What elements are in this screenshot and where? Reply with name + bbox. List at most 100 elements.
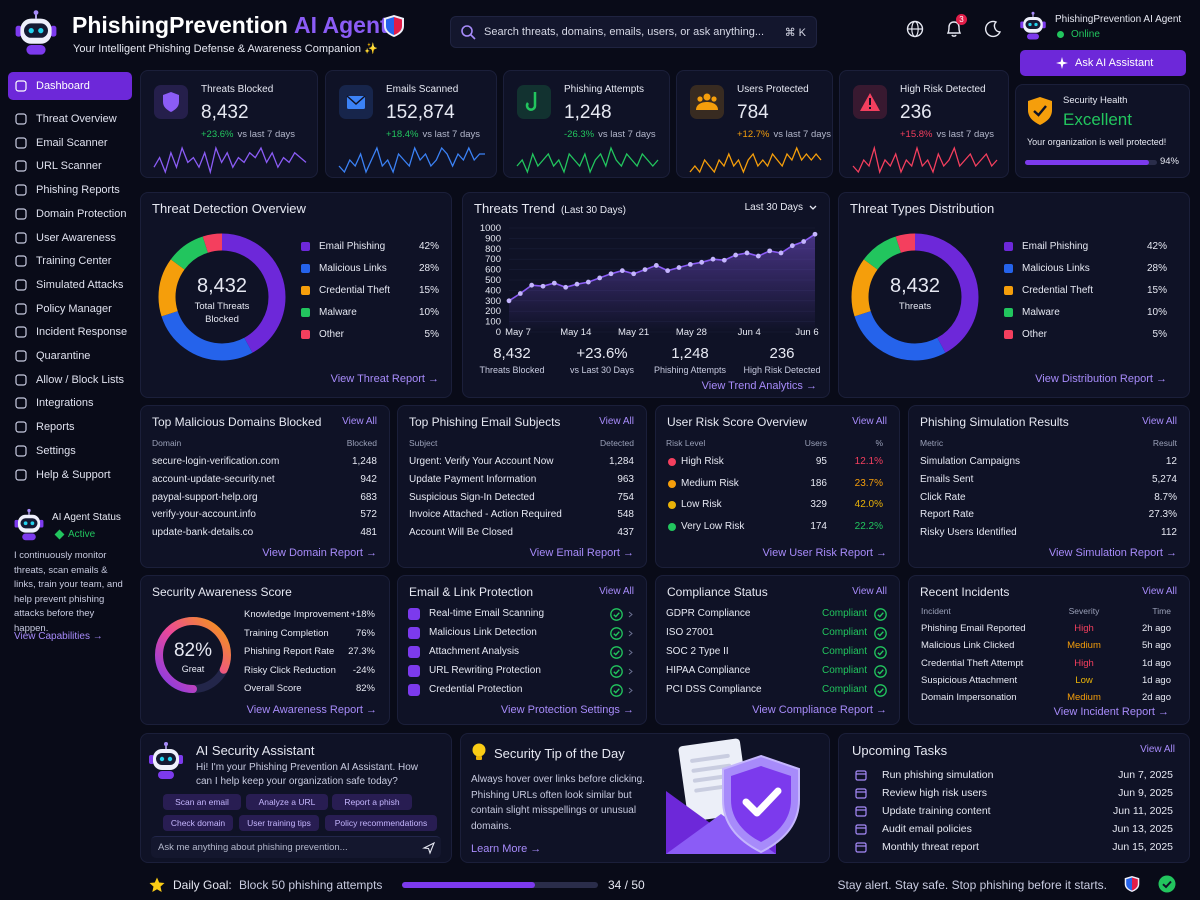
view-all[interactable]: View All (1142, 586, 1177, 597)
panel-link[interactable]: View Incident Report → (1053, 706, 1169, 718)
row-name: Account Will Be Closed (409, 527, 513, 539)
task-date: Jun 7, 2025 (1118, 769, 1173, 781)
nav-item[interactable]: Incident Response (8, 322, 132, 342)
stat-change: +23.6% vs last 7 days (201, 129, 295, 140)
badge-blue (386, 17, 394, 35)
trend-area (509, 234, 815, 332)
paper-line (691, 763, 732, 773)
quick-chip[interactable]: User training tips (239, 815, 319, 831)
quick-chip[interactable]: Analyze a URL (246, 794, 328, 810)
tasks-panel: Upcoming Tasks View All Run phishing simul… (838, 733, 1190, 863)
quick-chip[interactable]: Scan an email (163, 794, 241, 810)
warning-dot (869, 107, 871, 109)
quick-chip[interactable]: Policy recommendations (325, 815, 437, 831)
stat-label: Emails Scanned (386, 84, 459, 95)
view-all[interactable]: View All (599, 586, 634, 597)
legend-name: Email Phishing (1022, 241, 1089, 252)
standard-name: SOC 2 Type II (666, 646, 729, 657)
notification-badge: 3 (956, 14, 967, 25)
goal-track (402, 882, 598, 888)
trend-point (812, 231, 818, 237)
view-all[interactable]: View All (852, 586, 887, 597)
assistant-panel: AI Security Assistant Hi! I'm your Phishi… (140, 733, 452, 863)
view-all[interactable]: View All (342, 416, 377, 427)
eye (28, 27, 34, 34)
panel-link[interactable]: View Domain Report → (262, 547, 377, 559)
ask-ai-button[interactable]: Ask AI Assistant (1020, 50, 1186, 76)
panel-link[interactable]: View Threat Report → (330, 373, 439, 385)
feature-name: Credential Protection (429, 684, 523, 695)
quick-chip[interactable]: Report a phish (332, 794, 412, 810)
panel-link[interactable]: View User Risk Report → (762, 547, 888, 559)
hook-glyph (525, 92, 537, 111)
nav-item[interactable]: Help & Support (8, 465, 132, 485)
panel-link[interactable]: View Trend Analytics → (701, 380, 817, 392)
nav-item[interactable]: Quarantine (8, 346, 132, 366)
legend-swatch (301, 242, 310, 251)
nav-item[interactable]: Reports (8, 417, 132, 437)
nav-item[interactable]: Integrations (8, 393, 132, 413)
panel-link[interactable]: View Protection Settings → (500, 704, 634, 716)
nav-label: Quarantine (36, 350, 91, 362)
panel-link[interactable]: View Simulation Report → (1048, 547, 1177, 559)
sparkline (338, 146, 485, 174)
nav-glyph (15, 255, 27, 267)
assistant-input[interactable]: Ask me anything about phishing preventio… (151, 836, 441, 858)
task-date: Jun 9, 2025 (1118, 787, 1173, 799)
nav-item[interactable]: Simulated Attacks (8, 275, 132, 295)
nav-item[interactable]: User Awareness (8, 228, 132, 248)
row-value: 683 (360, 491, 377, 503)
y-tick-label: 600 (485, 265, 501, 276)
panel-link[interactable]: Learn More → (471, 843, 542, 855)
view-all[interactable]: View All (852, 416, 887, 427)
nav-item[interactable]: Email Scanner (8, 133, 132, 153)
trend-point (631, 271, 637, 277)
nav-glyph (15, 302, 27, 315)
view-all[interactable]: View All (1142, 416, 1177, 427)
legend-name: Malicious Links (1022, 263, 1090, 274)
compliance-state: Compliant (821, 608, 867, 619)
panel-link[interactable]: View Email Report → (529, 547, 634, 559)
nav-item[interactable]: Domain Protection (8, 204, 132, 224)
nav-item[interactable]: Dashboard (8, 72, 132, 100)
agent-status-link[interactable]: View Capabilities → (14, 631, 103, 642)
trend-point (642, 267, 648, 272)
nav-item[interactable]: Training Center (8, 251, 132, 271)
range-select[interactable]: Last 30 Days (744, 202, 803, 213)
nav-item[interactable]: Policy Manager (8, 299, 132, 319)
robot-avatar (15, 10, 57, 55)
risk-dot (668, 501, 676, 509)
panel-link[interactable]: View Compliance Report → (752, 704, 887, 716)
nav-item[interactable]: Allow / Block Lists (8, 370, 132, 390)
nav-label: Threat Overview (36, 113, 117, 125)
row-name: Report Rate (920, 509, 974, 521)
trend-point (710, 256, 716, 262)
body (26, 45, 46, 55)
nav-icon (15, 279, 27, 291)
calendar (855, 806, 867, 817)
panel-link[interactable]: View Awareness Report → (246, 704, 377, 716)
panel-link[interactable]: View Distribution Report → (1035, 373, 1167, 385)
nav-glyph (15, 445, 27, 457)
nav-item[interactable]: URL Scanner (8, 156, 132, 176)
nav-item[interactable]: Threat Overview (8, 109, 132, 129)
x-tick-label: Jun 6 (795, 327, 818, 338)
incident-time: 2d ago (1141, 692, 1171, 704)
metric-name: Overall Score (244, 683, 302, 694)
nav-label: Simulated Attacks (36, 278, 124, 291)
agent-status-text: I continuously monitor threats, scan ema… (14, 550, 123, 634)
chip-label: Report a phish (344, 797, 400, 807)
x-tick-label: May 21 (618, 327, 649, 338)
view-all[interactable]: View All (599, 416, 634, 427)
quick-chip[interactable]: Check domain (163, 815, 233, 831)
protection-panel: Email & Link Protection View All Real-time… (397, 575, 647, 725)
stat-icon-box (853, 85, 887, 119)
person-glyph (703, 93, 711, 101)
bell-icon (946, 21, 962, 37)
nav-item[interactable]: Settings (8, 441, 132, 461)
row-value: 1,248 (351, 456, 377, 467)
search-box[interactable]: Search threats, domains, emails, users, … (450, 16, 817, 48)
view-all[interactable]: View All (1140, 744, 1175, 755)
summary-label: Threats Blocked (479, 365, 545, 375)
nav-item[interactable]: Phishing Reports (8, 180, 132, 200)
